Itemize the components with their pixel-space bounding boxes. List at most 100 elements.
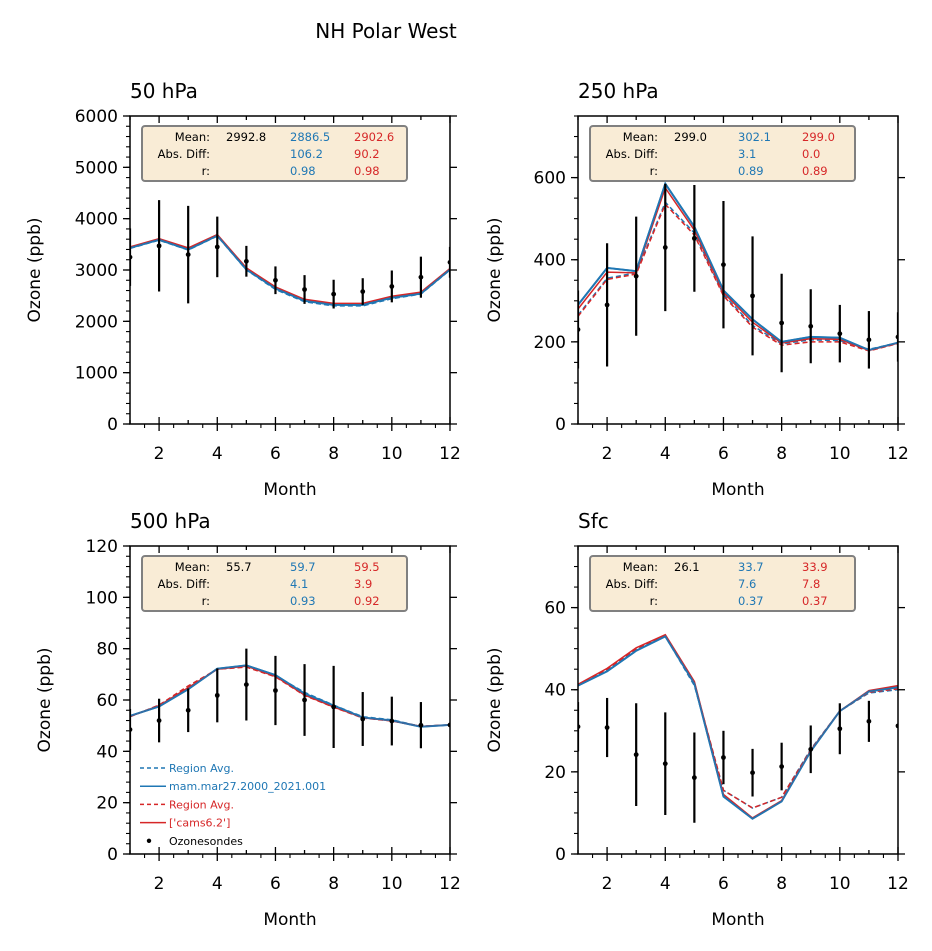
stats-model1-value: 2886.5 bbox=[290, 130, 330, 144]
obs-point bbox=[662, 761, 668, 767]
series-line-model1-top bbox=[578, 181, 898, 352]
panel-title: 250 hPa bbox=[578, 79, 659, 103]
obs-point bbox=[389, 718, 395, 724]
obs-point bbox=[779, 764, 785, 769]
obs-point bbox=[418, 722, 424, 728]
stats-label: Abs. Diff: bbox=[158, 577, 210, 591]
panel-250-hpa: 250 hPa Mean: 299.0 302.1 299.0 Abs. Diff: 3.1… bbox=[485, 79, 909, 500]
obs-point bbox=[837, 726, 843, 732]
y-tick-label: 3000 bbox=[75, 261, 118, 281]
stats-model1-value: 33.7 bbox=[738, 560, 764, 574]
obs-point bbox=[721, 755, 726, 760]
stats-obs-value: 26.1 bbox=[674, 560, 700, 574]
stats-model2-value: 3.9 bbox=[354, 577, 372, 591]
y-tick-label: 80 bbox=[96, 640, 118, 660]
y-tick-label: 1000 bbox=[75, 364, 118, 384]
obs-point bbox=[418, 274, 424, 280]
y-axis-label: Ozone (ppb) bbox=[485, 648, 505, 753]
obs-point bbox=[156, 718, 162, 723]
x-tick-label: 10 bbox=[829, 444, 851, 464]
y-tick-label: 60 bbox=[544, 599, 566, 619]
panel-500-hpa: 500 hPa Mean: 55.7 59.7 59.5 Abs. Diff: 4.1 3.9… bbox=[35, 509, 461, 930]
obs-point bbox=[185, 252, 191, 257]
series-line-model1-top bbox=[130, 664, 450, 728]
obs-point bbox=[389, 284, 395, 289]
series-group bbox=[578, 633, 898, 820]
stats-obs-value: 299.0 bbox=[674, 130, 707, 144]
x-tick-label: 12 bbox=[887, 444, 909, 464]
panel-sfc: Sfc Mean: 26.1 33.7 33.9 Abs. Diff: 7.6 7.8 r: 0.… bbox=[485, 509, 909, 930]
legend-label: Region Avg. bbox=[169, 762, 234, 775]
x-tick-label: 10 bbox=[381, 874, 403, 894]
stats-label: Mean: bbox=[623, 560, 658, 574]
y-tick-label: 4000 bbox=[75, 210, 118, 230]
stats-model1-value: 3.1 bbox=[738, 147, 756, 161]
stats-box: Mean: 26.1 33.7 33.9 Abs. Diff: 7.6 7.8 r: 0.37 0… bbox=[589, 555, 856, 612]
obs-point bbox=[331, 291, 337, 297]
x-tick-label: 6 bbox=[718, 444, 729, 464]
obs-point bbox=[273, 688, 278, 693]
stats-label: r: bbox=[650, 164, 658, 178]
series-line-3 bbox=[578, 186, 898, 352]
stats-model1-value: 302.1 bbox=[738, 130, 771, 144]
obs-point bbox=[243, 682, 249, 687]
y-tick-label: 100 bbox=[86, 588, 118, 608]
y-tick-label: 120 bbox=[86, 537, 118, 557]
legend: Region Avg. mam.mar27.2000_2021.001 Region… bbox=[140, 762, 326, 848]
series-line-0 bbox=[578, 635, 898, 809]
legend-label: mam.mar27.2000_2021.001 bbox=[169, 780, 326, 793]
obs-point bbox=[214, 244, 220, 250]
legend-marker bbox=[146, 838, 152, 843]
observations-group bbox=[130, 648, 450, 751]
obs-point bbox=[604, 725, 610, 730]
y-axis-label: Ozone (ppb) bbox=[25, 218, 45, 323]
y-tick-label: 200 bbox=[534, 333, 566, 353]
obs-point bbox=[837, 331, 843, 337]
stats-model1-value: 59.7 bbox=[290, 560, 316, 574]
x-axis-label: Month bbox=[263, 480, 316, 500]
y-tick-label: 40 bbox=[96, 742, 118, 762]
stats-model2-value: 90.2 bbox=[354, 147, 380, 161]
obs-point bbox=[721, 262, 726, 268]
obs-point bbox=[273, 277, 278, 283]
stats-model2-value: 7.8 bbox=[802, 577, 820, 591]
x-tick-label: 6 bbox=[270, 874, 281, 894]
x-tick-label: 4 bbox=[212, 874, 223, 894]
y-axis-label: Ozone (ppb) bbox=[35, 648, 55, 753]
stats-model1-value: 0.37 bbox=[738, 594, 764, 608]
stats-model1-value: 0.93 bbox=[290, 594, 316, 608]
obs-point bbox=[866, 718, 872, 724]
obs-point bbox=[866, 337, 872, 343]
series-line-1 bbox=[578, 634, 898, 820]
stats-model1-value: 4.1 bbox=[290, 577, 308, 591]
series-group bbox=[130, 664, 450, 728]
y-tick-label: 0 bbox=[107, 415, 118, 435]
stats-label: r: bbox=[650, 594, 658, 608]
observations-group bbox=[130, 200, 450, 309]
obs-point bbox=[185, 707, 191, 713]
stats-model2-value: 0.92 bbox=[354, 594, 380, 608]
stats-model1-value: 7.6 bbox=[738, 577, 756, 591]
obs-point bbox=[156, 243, 162, 249]
stats-model2-value: 0.0 bbox=[802, 147, 820, 161]
stats-label: r: bbox=[202, 164, 210, 178]
x-tick-label: 6 bbox=[270, 444, 281, 464]
series-line-2 bbox=[578, 634, 898, 809]
x-tick-label: 4 bbox=[660, 444, 671, 464]
stats-model2-value: 0.89 bbox=[802, 164, 828, 178]
legend-label: ['cams6.2'] bbox=[169, 817, 230, 830]
x-axis-label: Month bbox=[711, 910, 764, 930]
stats-box: Mean: 2992.8 2886.5 2902.6 Abs. Diff: 106.2 90… bbox=[141, 125, 408, 182]
stats-model2-value: 59.5 bbox=[354, 560, 380, 574]
x-tick-label: 10 bbox=[829, 874, 851, 894]
obs-point bbox=[243, 258, 249, 264]
x-tick-label: 8 bbox=[776, 444, 787, 464]
figure-title: NH Polar West bbox=[315, 19, 457, 43]
obs-point bbox=[360, 289, 366, 294]
obs-point bbox=[633, 752, 639, 758]
obs-point bbox=[604, 302, 610, 308]
series-line-model1-top bbox=[130, 234, 450, 306]
stats-box-background bbox=[589, 555, 856, 612]
x-tick-label: 8 bbox=[328, 444, 339, 464]
